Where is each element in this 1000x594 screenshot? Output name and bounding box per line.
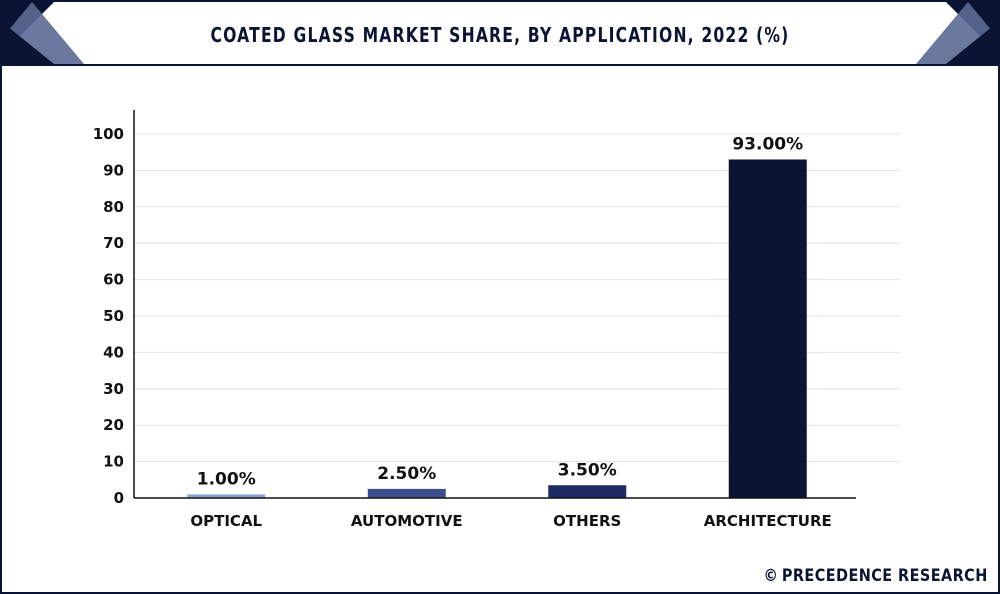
banner-corner-right-bottom [946,22,998,64]
y-tick-label: 100 [93,125,124,143]
y-tick-label: 40 [103,343,124,361]
y-tick-label: 50 [103,307,124,325]
title-banner: COATED GLASS MARKET SHARE, BY APPLICATIO… [2,2,998,66]
bar-architecture [728,159,807,499]
y-tick-label: 0 [114,489,124,507]
bars [187,159,807,499]
bar-automotive [367,488,446,498]
y-tick-label: 60 [103,271,124,289]
y-tick-label: 80 [103,198,124,216]
x-tick-label-architecture: ARCHITECTURE [704,512,832,530]
x-axis: OPTICAL AUTOMOTIVE OTHERS ARCHITECTURE [134,497,856,530]
x-tick-label-optical: OPTICAL [190,512,262,530]
banner-corner-left-bottom [2,22,54,64]
data-label-optical: 1.00% [197,469,256,489]
data-label-automotive: 2.50% [377,464,436,484]
data-label-architecture: 93.00% [732,134,803,154]
source-credit: © PRECEDENCE RESEARCH [764,566,988,586]
x-tick-label-automotive: AUTOMOTIVE [351,512,463,530]
bar-others [548,485,627,498]
source-credit-text: PRECEDENCE RESEARCH [782,566,988,586]
y-tick-label: 30 [103,380,124,398]
y-axis: 0 10 20 30 40 50 60 70 80 90 100 [93,110,135,507]
y-tick-label: 70 [103,234,124,252]
title-banner-decoration [2,2,998,66]
copyright-icon: © [763,566,779,586]
data-labels: 1.00% 2.50% 3.50% 93.00% [197,134,803,489]
y-tick-label: 10 [103,453,124,471]
x-tick-label-others: OTHERS [553,512,621,530]
y-tick-label: 20 [103,416,124,434]
data-label-others: 3.50% [558,460,617,480]
y-tick-label: 90 [103,161,124,179]
bar-optical [187,494,266,498]
chart-title: COATED GLASS MARKET SHARE, BY APPLICATIO… [210,23,790,47]
